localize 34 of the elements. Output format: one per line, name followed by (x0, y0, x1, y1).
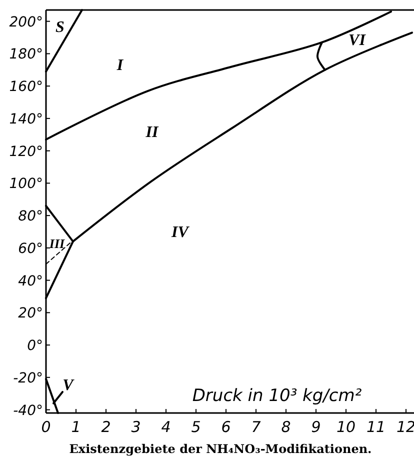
y-tick-label: 20° (18, 306, 43, 322)
x-tick-label: 2 (101, 418, 111, 436)
y-tick-label: 60° (18, 240, 43, 257)
x-tick-label: 10 (336, 418, 356, 436)
x-tick-label: 5 (191, 418, 201, 436)
y-tick-label: 140° (9, 111, 43, 128)
y-tick-label: 100° (9, 176, 43, 192)
x-tick-label: 8 (281, 418, 291, 436)
x-tick-label: 6 (221, 418, 231, 436)
annotation: VI (348, 32, 366, 49)
annotation: S (56, 19, 65, 36)
text: Existenzgebiete der NH₄NO₃-Modifikationen. (69, 442, 372, 456)
y-tick-label: 40° (18, 273, 43, 290)
y-tick-label: 200° (9, 14, 43, 30)
y-tick-label: -20° (13, 370, 43, 386)
x-axis-title: Druck in 10³ kg/cm² (192, 386, 362, 406)
annotation: III (48, 236, 66, 251)
x-tick-label: 11 (366, 418, 386, 436)
x-tick-label: 9 (311, 418, 321, 436)
y-tick-label: 80° (18, 208, 43, 225)
y-tick-label: 180° (9, 46, 43, 63)
x-tick-label: 4 (161, 418, 171, 436)
x-tick-label: 7 (251, 418, 262, 436)
annotation: V (62, 377, 75, 394)
annotation: II (144, 124, 159, 141)
y-tick-label: 160° (9, 79, 43, 96)
annotation: I (116, 57, 124, 74)
x-tick-label: 3 (131, 418, 141, 436)
y-tick-label: -40° (13, 402, 43, 419)
annotation: IV (170, 224, 190, 241)
x-tick-label: 1 (71, 418, 81, 436)
x-tick-label: 0 (41, 418, 51, 436)
y-tick-label: 0° (27, 338, 43, 354)
y-tick-label: 120° (9, 144, 43, 160)
